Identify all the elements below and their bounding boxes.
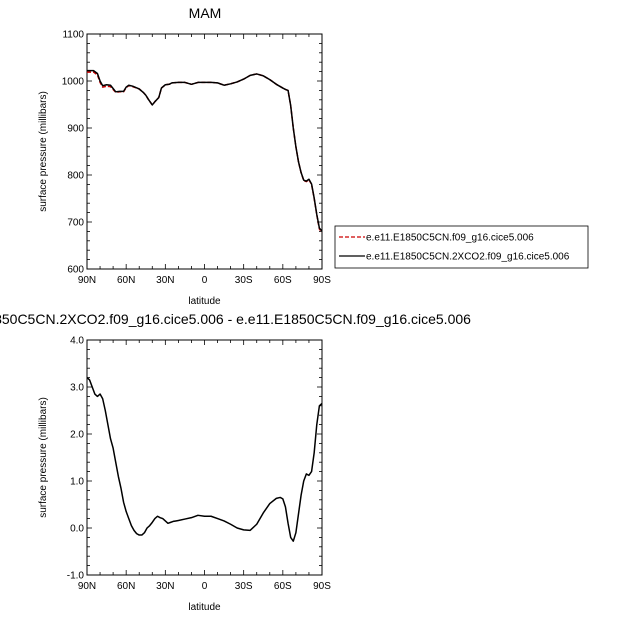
x-tick-label: 90S <box>313 275 331 286</box>
panel-bottom: e.e11.E1850C5CN.2XCO2.f09_g16.cice5.006 … <box>0 311 471 613</box>
x-tick-label: 0 <box>202 275 208 286</box>
x-tick-label: 60S <box>274 275 292 286</box>
y-tick-label: 1.0 <box>70 477 84 488</box>
x-tick-label: 30N <box>156 581 174 592</box>
series-line-0 <box>87 71 322 233</box>
series-line-1 <box>87 69 322 232</box>
x-tick-label: 90S <box>313 581 331 592</box>
y-tick-label: 4.0 <box>70 336 84 347</box>
y-axis-label: surface pressure (millibars) <box>38 397 49 518</box>
y-tick-label: 1100 <box>62 30 84 41</box>
x-tick-label: 0 <box>202 581 208 592</box>
x-tick-label: 60N <box>117 275 135 286</box>
legend-box <box>334 225 589 269</box>
x-tick-label: 60S <box>274 581 292 592</box>
panel-top: MAM 90N 60N 30N 0 30S 60S 90S 600 700 800 900 1000 11… <box>38 5 331 307</box>
legend-entry-1: e.e11.E1850C5CN.2XCO2.f09_g16.cice5.006 <box>366 252 570 263</box>
y-tick-label: 2.0 <box>70 430 84 441</box>
plot-frame <box>86 339 323 576</box>
y-tick-label: 1000 <box>62 77 85 88</box>
x-tick-label: 90N <box>78 275 96 286</box>
plot-frame <box>86 33 323 270</box>
y-tick-label: 800 <box>67 171 84 182</box>
x-tick-label: 90N <box>78 581 96 592</box>
chart-title: e.e11.E1850C5CN.2XCO2.f09_g16.cice5.006 … <box>0 311 471 327</box>
y-tick-label: -1.0 <box>67 571 85 582</box>
x-tick-label: 30S <box>235 275 253 286</box>
x-tick-label: 30N <box>156 275 174 286</box>
y-tick-label: 3.0 <box>70 383 84 394</box>
y-tick-label: 600 <box>67 265 84 276</box>
x-tick-label: 60N <box>117 581 135 592</box>
x-tick-label: 30S <box>235 581 253 592</box>
legend: e.e11.E1850C5CN.f09_g16.cice5.006 e.e11.E… <box>334 225 589 269</box>
y-axis-label: surface pressure (millibars) <box>38 91 49 212</box>
y-tick-label: 900 <box>67 124 84 135</box>
chart-title: MAM <box>189 5 222 21</box>
legend-entry-0: e.e11.E1850C5CN.f09_g16.cice5.006 <box>366 233 534 244</box>
x-axis-label: latitude <box>188 602 221 613</box>
x-axis-label: latitude <box>188 296 221 307</box>
y-tick-label: 700 <box>67 218 84 229</box>
y-tick-label: 0.0 <box>70 524 84 535</box>
series-line-0 <box>87 377 322 542</box>
